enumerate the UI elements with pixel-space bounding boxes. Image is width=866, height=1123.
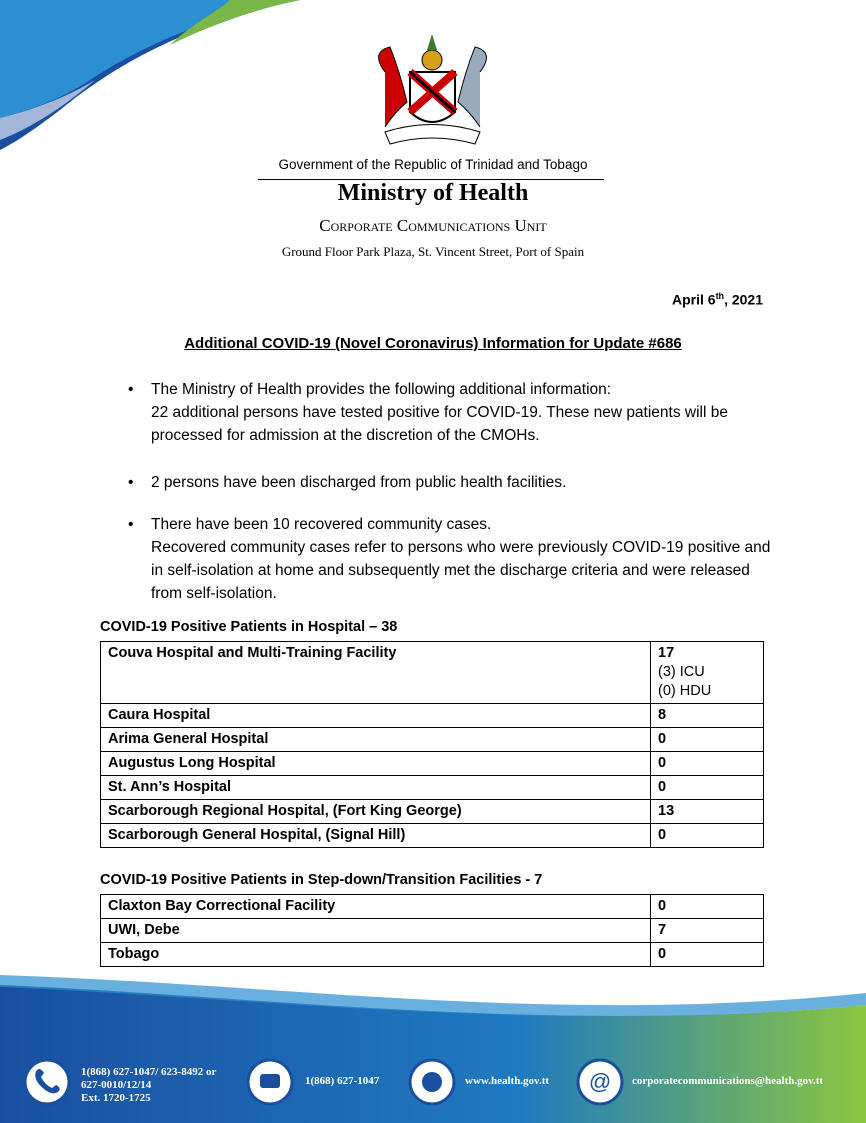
svg-text:@: @ xyxy=(589,1069,611,1094)
table-row: Scarborough Regional Hospital, (Fort Kin… xyxy=(100,799,764,824)
count-value: 0 xyxy=(658,731,667,747)
table-row: Tobago 0 xyxy=(100,942,764,967)
phone-line: 1(868) 627-1047/ 623-8492 or xyxy=(81,1066,217,1078)
count-note: (3) ICU xyxy=(658,664,705,680)
footer-band: @ xyxy=(0,975,866,1123)
phone-line: 627-0010/12/14 xyxy=(81,1079,152,1091)
facility-name: UWI, Debe xyxy=(100,918,651,943)
bullet-detail: Recovered community cases refer to perso… xyxy=(151,539,771,602)
count-value: 7 xyxy=(658,922,667,938)
count-value: 13 xyxy=(658,803,675,819)
table-title: COVID-19 Positive Patients in Step-down/… xyxy=(100,872,543,888)
table-row: Arima General Hospital 0 xyxy=(100,727,764,752)
patient-count: 0 xyxy=(650,823,764,848)
header-rule xyxy=(258,179,604,180)
table-title: COVID-19 Positive Patients in Hospital –… xyxy=(100,619,398,635)
hospital-table: Couva Hospital and Multi-Training Facili… xyxy=(100,641,764,848)
count-value: 0 xyxy=(658,755,667,771)
table-row: Scarborough General Hospital, (Signal Hi… xyxy=(100,823,764,848)
table-row: Claxton Bay Correctional Facility 0 xyxy=(100,894,764,919)
date-suffix: th xyxy=(715,291,725,301)
facility-name: Caura Hospital xyxy=(100,703,651,728)
table-row: Caura Hospital 8 xyxy=(100,703,764,728)
patient-count: 0 xyxy=(650,727,764,752)
patient-count: 0 xyxy=(650,775,764,800)
facility-name: Scarborough General Hospital, (Signal Hi… xyxy=(100,823,651,848)
ministry: Ministry of Health xyxy=(337,180,529,206)
table-row: St. Ann’s Hospital 0 xyxy=(100,775,764,800)
date: April 6th, 2021 xyxy=(672,291,763,308)
date-day: April 6 xyxy=(671,291,716,308)
government: Government of the Republic of Trinidad a… xyxy=(278,157,588,172)
facility-name: Claxton Bay Correctional Facility xyxy=(100,894,651,919)
patient-count: 8 xyxy=(650,703,764,728)
bullet-lead: There have been 10 recovered community c… xyxy=(151,516,492,533)
facility-name: St. Ann’s Hospital xyxy=(100,775,651,800)
unit: Corporate Communications Unit xyxy=(319,216,547,235)
count-value: 0 xyxy=(658,779,667,795)
table-row: Augustus Long Hospital 0 xyxy=(100,751,764,776)
bullet-lead: The Ministry of Health provides the foll… xyxy=(151,381,612,398)
patient-count: 7 xyxy=(650,918,764,943)
count-value: 0 xyxy=(658,946,667,962)
phone: 1(868) 627-1047/ 623-8492 or 627-0010/12/… xyxy=(81,1066,216,1105)
date-year: , 2021 xyxy=(724,291,763,308)
table-row: Couva Hospital and Multi-Training Facili… xyxy=(100,641,764,704)
count-note: (0) HDU xyxy=(658,683,712,699)
facility-name: Arima General Hospital xyxy=(100,727,651,752)
count-value: 17 xyxy=(658,645,675,661)
patient-count: 17 (3) ICU (0) HDU xyxy=(650,641,764,704)
coat-of-arms xyxy=(378,34,487,145)
table-row: UWI, Debe 7 xyxy=(100,918,764,943)
facility-name: Augustus Long Hospital xyxy=(100,751,651,776)
count-value: 0 xyxy=(658,827,667,843)
count-value: 8 xyxy=(658,707,667,723)
fax: 1(868) 627-1047 xyxy=(305,1075,380,1087)
bullet-detail: 22 additional persons have tested positi… xyxy=(151,404,728,444)
patient-count: 0 xyxy=(650,942,764,967)
count-value: 0 xyxy=(658,898,667,914)
website[interactable]: www.health.gov.tt xyxy=(465,1075,550,1087)
stepdown-table: Claxton Bay Correctional Facility 0 UWI, D… xyxy=(100,894,764,967)
facility-name: Tobago xyxy=(100,942,651,967)
bullet-lead: 2 persons have been discharged from publ… xyxy=(151,474,567,491)
patient-count: 0 xyxy=(650,894,764,919)
title: Additional COVID-19 (Novel Coronavirus) … xyxy=(184,335,682,352)
address: Ground Floor Park Plaza, St. Vincent Str… xyxy=(281,244,585,259)
facility-name: Couva Hospital and Multi-Training Facili… xyxy=(100,641,651,704)
header-wave xyxy=(0,0,300,150)
email[interactable]: corporatecommunications@health.gov.tt xyxy=(632,1075,824,1087)
patient-count: 13 xyxy=(650,799,764,824)
phone-line: Ext. 1720-1725 xyxy=(81,1092,151,1104)
patient-count: 0 xyxy=(650,751,764,776)
facility-name: Scarborough Regional Hospital, (Fort Kin… xyxy=(100,799,651,824)
